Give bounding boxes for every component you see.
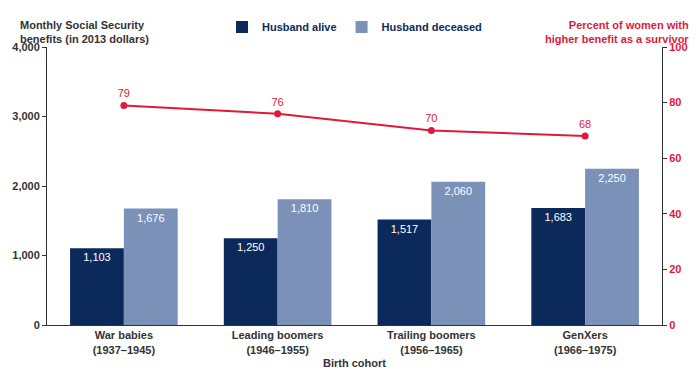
svg-text:War babies(1937–1945): War babies(1937–1945)	[93, 329, 156, 355]
svg-text:4,000: 4,000	[12, 41, 40, 53]
svg-text:Leading boomers(1946–1955): Leading boomers(1946–1955)	[232, 329, 324, 355]
svg-text:1,103: 1,103	[83, 251, 111, 263]
svg-text:Monthly Social Securitybenefit: Monthly Social Securitybenefits (in 2013…	[20, 19, 149, 45]
svg-text:1,250: 1,250	[237, 241, 265, 253]
svg-text:1,000: 1,000	[12, 249, 40, 261]
svg-text:Husband deceased: Husband deceased	[382, 21, 482, 33]
svg-text:80: 80	[669, 96, 681, 108]
svg-text:1,810: 1,810	[291, 202, 319, 214]
svg-text:2,060: 2,060	[445, 185, 473, 197]
svg-text:GenXers(1966–1975): GenXers(1966–1975)	[554, 329, 617, 355]
svg-text:79: 79	[118, 87, 130, 99]
svg-text:68: 68	[579, 118, 591, 130]
svg-text:76: 76	[272, 96, 284, 108]
svg-text:60: 60	[669, 152, 681, 164]
svg-text:Husband alive: Husband alive	[262, 21, 337, 33]
svg-text:1,517: 1,517	[391, 223, 419, 235]
svg-text:Percent of women withhigher be: Percent of women withhigher benefit as a…	[545, 19, 689, 45]
svg-text:40: 40	[669, 208, 681, 220]
svg-text:Trailing boomers(1956–1965): Trailing boomers(1956–1965)	[387, 329, 476, 355]
svg-text:3,000: 3,000	[12, 110, 40, 122]
svg-text:2,250: 2,250	[598, 172, 626, 184]
svg-text:Birth cohort: Birth cohort	[323, 357, 386, 369]
svg-text:1,683: 1,683	[544, 211, 572, 223]
svg-text:2,000: 2,000	[12, 180, 40, 192]
svg-text:0: 0	[669, 319, 675, 331]
svg-text:1,676: 1,676	[137, 212, 165, 224]
svg-text:100: 100	[669, 41, 687, 53]
svg-text:20: 20	[669, 263, 681, 275]
svg-text:0: 0	[34, 319, 40, 331]
svg-text:70: 70	[425, 112, 437, 124]
